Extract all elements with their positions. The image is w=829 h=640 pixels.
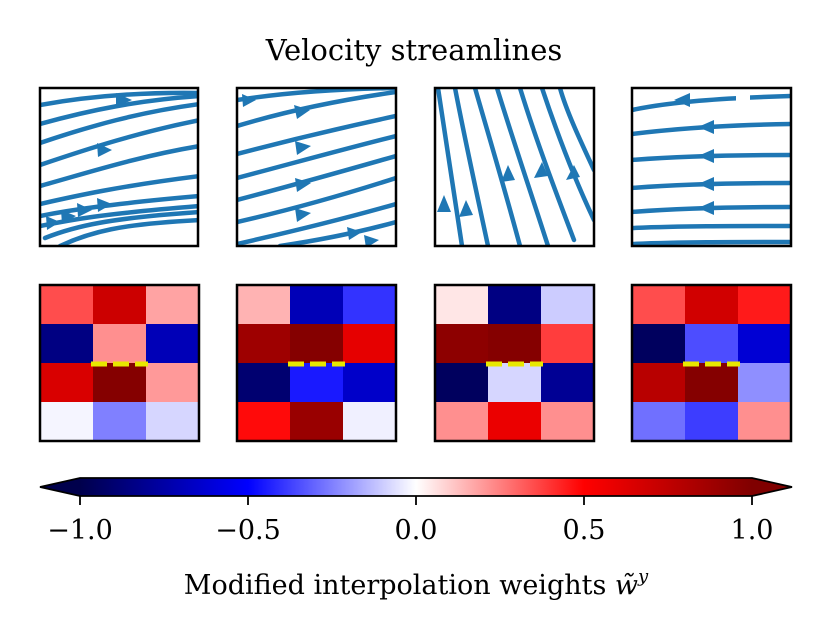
heatmap-cell [40,324,94,364]
heatmap-cell [290,285,344,325]
heatmap-cell [685,363,739,403]
colorbar-label-superscript: y [637,566,649,587]
heatmap-cell [146,285,200,325]
heatmap-cell [435,285,489,325]
heatmap-cell [435,363,489,403]
heatmap-cell [738,402,792,442]
heatmap-cell [435,324,489,364]
colorbar-tick-label: 0.5 [563,515,606,546]
streamline-panel-2 [237,88,396,246]
colorbar-label-text: Modified interpolation weights [184,570,615,601]
colorbar-ticks: −1.0 −0.5 0.0 0.5 1.0 [47,496,773,546]
colorbar-label: Modified interpolation weights w̃y [184,566,649,601]
colorbar-tick-label: −1.0 [47,515,113,546]
heatmap-panel-3 [433,283,596,443]
heatmap-cell [488,324,542,364]
colorbar-tick-label: −0.5 [215,515,281,546]
heatmap-cell [738,363,792,403]
heatmap-cell [435,402,489,442]
heatmap-cell [632,402,686,442]
streamline-frame-3 [433,86,596,248]
heatmap-cell [541,363,595,403]
heatmap-cell [488,363,542,403]
heatmap-cell [685,285,739,325]
heatmap-cell [632,324,686,364]
heatmap-cell [93,285,147,325]
heatmap-cell [40,285,94,325]
heatmap-cell [632,363,686,403]
colorbar-tick-label: 1.0 [731,515,774,546]
streamline-frame-2 [235,86,398,248]
heatmap-cell [93,363,147,403]
colorbar-tick-label: 0.0 [395,515,438,546]
heatmap-panel-4 [630,283,793,443]
heatmap-cell [237,324,291,364]
heatmap-cell [237,363,291,403]
heatmap-cell [40,363,94,403]
heatmap-panel-2 [235,283,398,443]
heatmap-cell [40,402,94,442]
heatmap-cell [146,324,200,364]
heatmap-cell [738,324,792,364]
heatmap-frame [235,283,398,443]
colorbar-extend-min [40,478,80,496]
streamline-frame-4 [630,86,793,248]
streamline-panel-1 [40,90,198,246]
heatmap-cell [343,402,397,442]
heatmap-cell [488,285,542,325]
heatmap-cell [343,324,397,364]
heatmap-cell [290,402,344,442]
heatmap-frame [630,283,793,443]
streamline-panel-3 [435,88,594,246]
heatmap-cell [237,402,291,442]
heatmap-cell [632,285,686,325]
colorbar: −1.0 −0.5 0.0 0.5 1.0 [39,477,793,546]
heatmap-cell [685,402,739,442]
heatmap-cell [93,324,147,364]
heatmap-cell [685,324,739,364]
heatmap-frame [433,283,596,443]
heatmap-cell [541,324,595,364]
heatmap-cell [541,402,595,442]
streamline-panel-4 [632,92,791,246]
heatmap-cell [146,402,200,442]
colorbar-gradient [80,478,752,496]
heatmap-cell [488,402,542,442]
heatmap-cell [146,363,200,403]
heatmap-panel-1 [38,283,201,443]
colorbar-extend-max [752,478,792,496]
heatmap-cell [93,402,147,442]
heatmap-cell [343,285,397,325]
heatmap-cell [290,363,344,403]
heatmap-cell [343,363,397,403]
heatmap-group [38,283,793,443]
heatmap-cell [541,285,595,325]
chart-title: Velocity streamlines [265,33,563,67]
streamline-frame-1 [38,86,200,248]
heatmap-frame [38,283,201,443]
heatmap-cell [290,324,344,364]
colorbar-label-symbol: w̃ [615,570,638,601]
heatmap-cell [738,285,792,325]
heatmap-cell [237,285,291,325]
